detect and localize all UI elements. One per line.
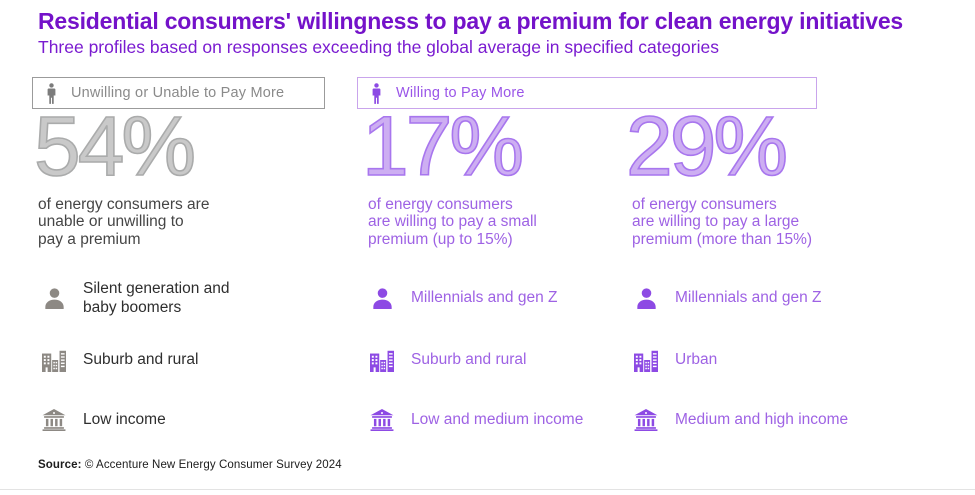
source-label: Source: — [38, 459, 82, 471]
trait-row: Low income — [40, 398, 166, 442]
trait-row: Suburb and rural — [368, 338, 526, 382]
person-icon — [632, 287, 660, 309]
profile-description-unwilling: of energy consumers are unable or unwill… — [38, 196, 210, 248]
trait-row: Millennials and gen Z — [632, 276, 821, 320]
source-text: © Accenture New Energy Consumer Survey 2… — [81, 459, 342, 471]
trait-label: Medium and high income — [675, 411, 849, 429]
trait-row: Millennials and gen Z — [368, 276, 557, 320]
trait-label: Millennials and gen Z — [675, 289, 822, 307]
trait-label: Millennials and gen Z — [411, 289, 558, 307]
person-icon — [40, 287, 68, 309]
standing-person-icon — [45, 82, 58, 104]
trait-label: Low income — [83, 411, 166, 429]
page-title: Residential consumers' willingness to pa… — [38, 8, 904, 34]
buildings-icon — [368, 348, 396, 372]
trait-row: Medium and high income — [632, 398, 848, 442]
bank-icon — [40, 409, 68, 431]
legend-unwilling-box: Unwilling or Unable to Pay More — [32, 77, 325, 109]
buildings-icon — [40, 348, 68, 372]
trait-label: Silent generation and baby boomers — [83, 279, 230, 316]
trait-label: Low and medium income — [411, 411, 584, 429]
person-icon — [368, 287, 396, 309]
bank-icon — [632, 409, 660, 431]
trait-row: Low and medium income — [368, 398, 583, 442]
legend-willing-box: Willing to Pay More — [357, 77, 817, 109]
trait-row: Urban — [632, 338, 717, 382]
legend-willing-label: Willing to Pay More — [396, 85, 525, 101]
buildings-icon — [632, 348, 660, 372]
source-line: Source: © Accenture New Energy Consumer … — [38, 459, 342, 471]
trait-row: Silent generation and baby boomers — [40, 276, 230, 320]
trait-row: Suburb and rural — [40, 338, 198, 382]
percent-unwilling: 54% — [33, 99, 197, 193]
legend-unwilling-label: Unwilling or Unable to Pay More — [71, 85, 285, 101]
trait-label: Urban — [675, 351, 718, 369]
standing-person-icon — [370, 82, 383, 104]
percent-small-premium: 17% — [361, 99, 525, 193]
bank-icon — [368, 409, 396, 431]
bottom-divider — [0, 489, 975, 490]
profile-description-small-premium: of energy consumers are willing to pay a… — [368, 196, 537, 248]
page-subtitle: Three profiles based on responses exceed… — [38, 37, 719, 57]
trait-label: Suburb and rural — [411, 351, 527, 369]
profile-description-large-premium: of energy consumers are willing to pay a… — [632, 196, 813, 248]
trait-label: Suburb and rural — [83, 351, 199, 369]
percent-large-premium: 29% — [625, 99, 789, 193]
